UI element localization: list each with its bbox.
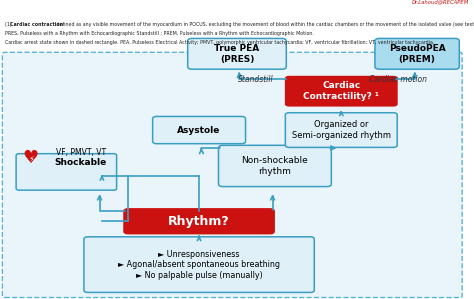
FancyBboxPatch shape bbox=[375, 39, 459, 69]
Text: ► Unresponsiveness
► Agonal/absent spontaneous breathing
► No palpable pulse (ma: ► Unresponsiveness ► Agonal/absent spont… bbox=[118, 250, 280, 280]
FancyBboxPatch shape bbox=[16, 154, 117, 190]
Text: Cardiac arrest state shown in dashed rectangle. PEA, Pulseless Electrical Activi: Cardiac arrest state shown in dashed rec… bbox=[5, 40, 434, 45]
Text: Cardiac
Contractility? ¹: Cardiac Contractility? ¹ bbox=[303, 82, 379, 101]
FancyBboxPatch shape bbox=[123, 208, 275, 234]
Text: ♥: ♥ bbox=[23, 150, 39, 167]
Text: Cardiac contraction: Cardiac contraction bbox=[10, 22, 64, 28]
Text: (1): (1) bbox=[5, 22, 13, 28]
Text: Shockable: Shockable bbox=[55, 158, 107, 167]
FancyBboxPatch shape bbox=[219, 145, 331, 187]
Text: VF, PMVT, VT: VF, PMVT, VT bbox=[55, 148, 106, 157]
Text: Cardiac motion: Cardiac motion bbox=[369, 75, 427, 84]
Text: Asystole: Asystole bbox=[177, 126, 221, 135]
FancyBboxPatch shape bbox=[188, 39, 286, 69]
Text: Rhythm?: Rhythm? bbox=[168, 215, 230, 228]
Text: True PEA
(PRES): True PEA (PRES) bbox=[214, 44, 260, 63]
FancyBboxPatch shape bbox=[285, 113, 397, 147]
Text: defined as any visible movement of the myocardium in POCUS, excluding the moveme: defined as any visible movement of the m… bbox=[55, 22, 474, 28]
FancyBboxPatch shape bbox=[2, 52, 462, 298]
FancyBboxPatch shape bbox=[84, 237, 314, 292]
Text: Dr.Lahoud@RECAPEM: Dr.Lahoud@RECAPEM bbox=[412, 0, 469, 4]
Text: PseudoPEA
(PREM): PseudoPEA (PREM) bbox=[389, 44, 446, 63]
Text: ⚡: ⚡ bbox=[28, 154, 34, 163]
Text: Standstill: Standstill bbox=[238, 75, 274, 84]
Text: Organized or
Semi-organized rhythm: Organized or Semi-organized rhythm bbox=[292, 120, 391, 140]
Text: Non-shockable
rhythm: Non-shockable rhythm bbox=[242, 156, 308, 176]
FancyBboxPatch shape bbox=[153, 117, 246, 144]
FancyBboxPatch shape bbox=[285, 76, 398, 107]
Text: PRES, Pulseless with a Rhythm with Echocardiographic Standstill ; PREM, Pulseles: PRES, Pulseless with a Rhythm with Echoc… bbox=[5, 31, 314, 36]
